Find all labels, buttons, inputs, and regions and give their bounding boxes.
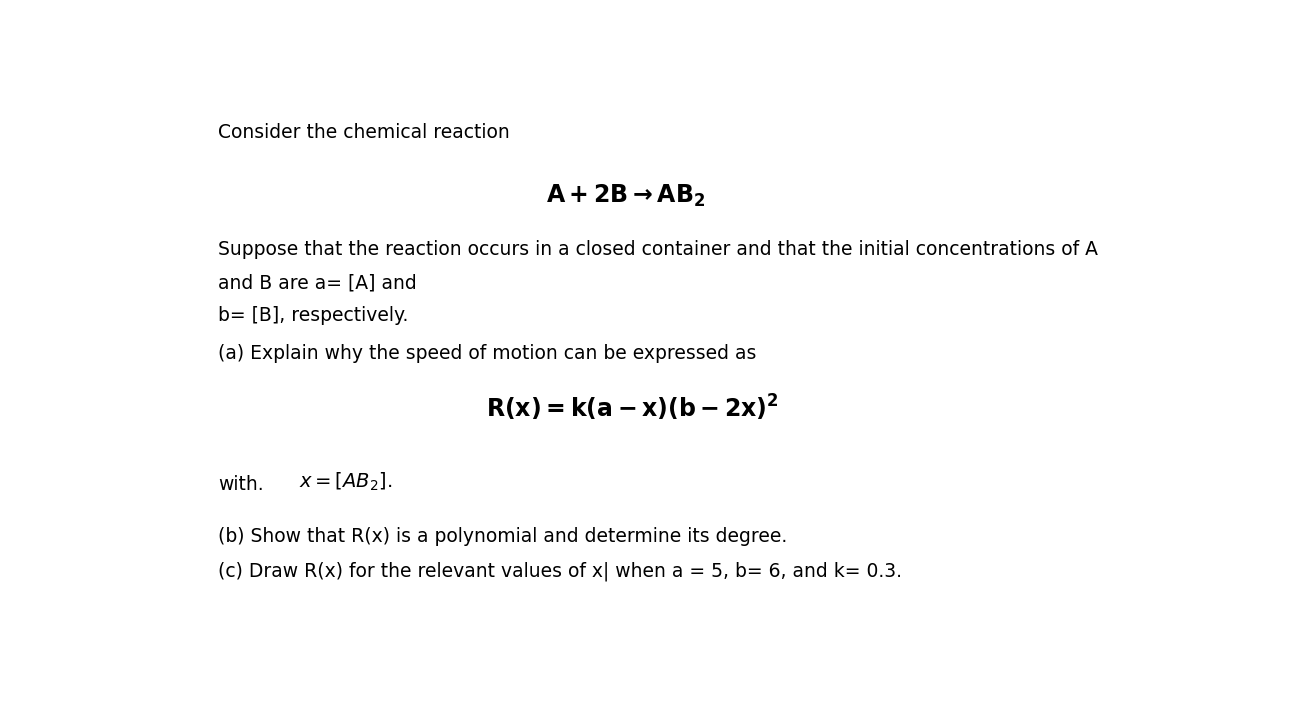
- Text: (b) Show that R(x) is a polynomial and determine its degree.: (b) Show that R(x) is a polynomial and d…: [219, 527, 788, 546]
- Text: Suppose that the reaction occurs in a closed container and that the initial conc: Suppose that the reaction occurs in a cl…: [219, 240, 1099, 259]
- Text: b= [B], respectively.: b= [B], respectively.: [219, 306, 409, 325]
- Text: (a) Explain why the speed of motion can be expressed as: (a) Explain why the speed of motion can …: [219, 344, 756, 363]
- Text: and B are a= [A] and: and B are a= [A] and: [219, 273, 417, 292]
- Text: with.: with.: [219, 475, 264, 493]
- Text: Consider the chemical reaction: Consider the chemical reaction: [219, 123, 510, 142]
- Text: $\mathbf{A + 2B \rightarrow AB_2}$: $\mathbf{A + 2B \rightarrow AB_2}$: [547, 183, 706, 210]
- Text: $\mathbf{R(x) = k(a - x)(b - 2x)^2}$: $\mathbf{R(x) = k(a - x)(b - 2x)^2}$: [486, 393, 779, 423]
- Text: $\mathbf{\it{x} = [AB_2].}$: $\mathbf{\it{x} = [AB_2].}$: [299, 471, 392, 493]
- Text: (c) Draw R(x) for the relevant values of x| when a = 5, b= 6, and k= 0.3.: (c) Draw R(x) for the relevant values of…: [219, 562, 902, 581]
